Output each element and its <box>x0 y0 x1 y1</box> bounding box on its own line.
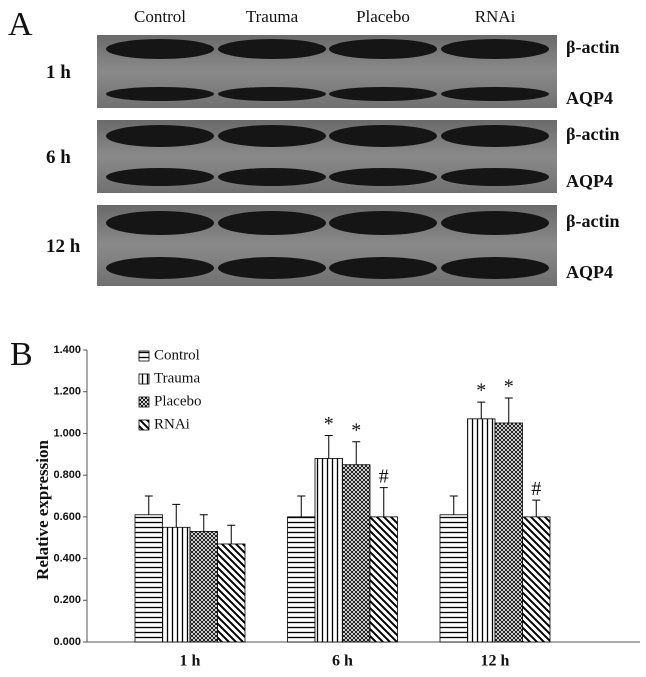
error-bar <box>227 524 236 544</box>
blot-band <box>441 39 549 59</box>
bar <box>494 422 523 643</box>
significance-marker: * <box>324 413 334 435</box>
y-axis-label: Relative expression <box>33 439 52 579</box>
blot-band <box>218 87 326 101</box>
band-label: β-actin <box>566 124 619 144</box>
legend-swatch <box>138 396 150 408</box>
y-tick-label: 1.200 <box>53 386 81 398</box>
error-bar <box>199 514 208 532</box>
column-label: Placebo <box>356 7 410 26</box>
x-tick-label: 12 h <box>481 653 510 670</box>
blot-band <box>329 257 437 279</box>
legend-swatch <box>138 350 150 362</box>
legend-swatch <box>138 419 150 431</box>
bar <box>467 418 496 643</box>
error-bar <box>379 487 388 517</box>
blot-band <box>218 39 326 59</box>
blot-band <box>106 257 214 279</box>
bar <box>342 464 371 643</box>
bar <box>189 531 218 643</box>
blot-band <box>106 168 214 186</box>
blot-band <box>329 87 437 101</box>
panel-label: A <box>8 6 33 43</box>
row-label: 1 h <box>46 62 71 83</box>
blot-band <box>329 168 437 186</box>
y-tick-label: 0.200 <box>53 594 81 606</box>
blot-band <box>218 211 326 235</box>
row-label: 12 h <box>46 236 81 257</box>
error-bar <box>532 499 541 517</box>
legend-swatch <box>138 373 150 385</box>
band-label: β-actin <box>566 211 619 231</box>
blot-band <box>441 125 549 147</box>
blot-band <box>441 168 549 186</box>
legend-label: Placebo <box>154 393 201 409</box>
blot-band <box>441 211 549 235</box>
blot-band <box>329 125 437 147</box>
bar <box>314 458 343 643</box>
row-label: 6 h <box>46 147 71 168</box>
bar <box>162 526 191 643</box>
error-bar <box>449 495 458 515</box>
band-label: AQP4 <box>566 88 613 108</box>
blot-band <box>106 87 214 101</box>
legend-label: Trauma <box>154 370 200 386</box>
blot-band <box>106 211 214 235</box>
error-bar <box>477 401 486 419</box>
column-label: Control <box>134 7 186 26</box>
bar <box>369 516 398 643</box>
y-tick-label: 0.600 <box>53 511 81 523</box>
significance-marker: * <box>504 376 514 398</box>
blot-band <box>218 125 326 147</box>
band-label: β-actin <box>566 37 619 57</box>
blot-band <box>441 257 549 279</box>
bar <box>134 514 163 643</box>
blot-band <box>329 211 437 235</box>
y-tick-label: 1.000 <box>53 427 81 439</box>
legend-label: RNAi <box>154 416 190 432</box>
y-tick-label: 0.400 <box>53 552 81 564</box>
bar <box>287 516 316 643</box>
blot-band <box>218 168 326 186</box>
band-label: AQP4 <box>566 171 613 191</box>
blot-band <box>106 39 214 59</box>
x-tick-label: 1 h <box>180 653 201 670</box>
bar <box>217 543 246 643</box>
band-label: AQP4 <box>566 262 613 282</box>
error-bar <box>352 441 361 465</box>
error-bar <box>324 435 333 459</box>
bar <box>522 516 551 643</box>
significance-marker: # <box>531 478 541 500</box>
error-bar <box>504 397 513 423</box>
blot-band <box>218 257 326 279</box>
significance-marker: # <box>379 465 389 487</box>
blot-band <box>329 39 437 59</box>
error-bar <box>172 503 181 528</box>
blot-band <box>106 125 214 147</box>
bar <box>439 514 468 643</box>
column-label: RNAi <box>475 7 516 26</box>
x-tick-label: 6 h <box>332 653 353 670</box>
y-tick-label: 0.800 <box>53 469 81 481</box>
error-bar <box>297 495 306 517</box>
column-label: Trauma <box>246 7 299 26</box>
significance-marker: * <box>476 380 486 402</box>
y-tick-label: 0.000 <box>53 636 81 648</box>
legend-label: Control <box>154 347 200 363</box>
significance-marker: * <box>351 419 361 441</box>
panel-label: B <box>10 336 33 373</box>
error-bar <box>144 495 153 515</box>
blot-band <box>441 87 549 101</box>
y-tick-label: 1.400 <box>53 344 81 356</box>
